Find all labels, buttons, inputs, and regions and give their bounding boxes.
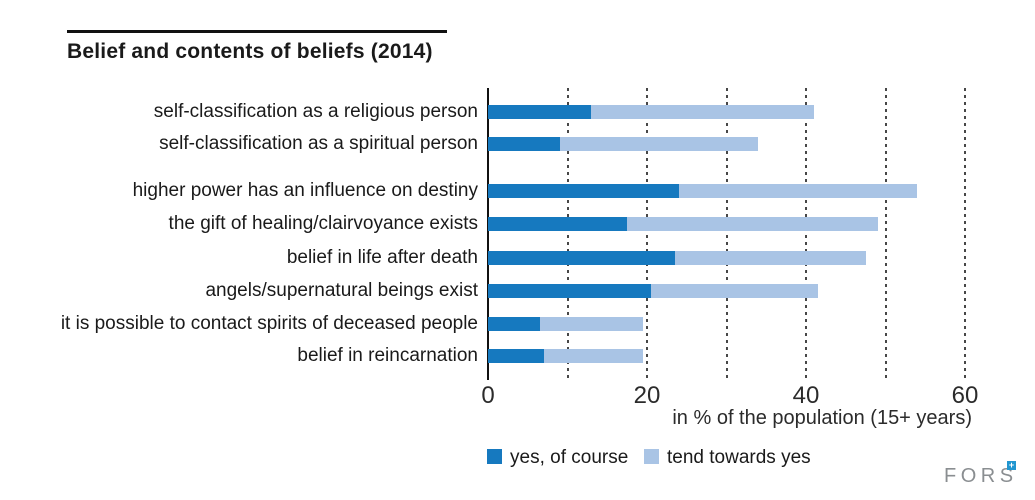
bar-segment-yes <box>488 349 544 363</box>
gridline-50 <box>884 88 887 380</box>
page-title: Belief and contents of beliefs (2014) <box>67 40 433 63</box>
category-label: belief in reincarnation <box>297 345 478 366</box>
category-label: it is possible to contact spirits of dec… <box>60 313 478 334</box>
gridline-10 <box>566 88 569 380</box>
gridline-40 <box>805 88 807 380</box>
category-label: belief in life after death <box>286 246 478 268</box>
x-axis-title: in % of the population (15+ years) <box>672 407 972 429</box>
category-label: the gift of healing/clairvoyance exists <box>168 213 478 234</box>
bar-segment-tend <box>539 317 644 331</box>
fors-logo: FORS <box>944 465 1018 487</box>
y-axis-line <box>487 88 489 380</box>
x-tick-label: 20 <box>633 382 661 409</box>
bar-segment-tend <box>543 349 644 363</box>
gridline-20 <box>646 88 648 380</box>
category-label: self-classification as a religious perso… <box>153 101 478 122</box>
bar-segment-tend <box>559 137 759 151</box>
bar-segment-yes <box>488 184 679 198</box>
x-tick-label: 40 <box>792 382 820 409</box>
bar-segment-tend <box>627 217 878 231</box>
gridline-60 <box>964 88 966 380</box>
bar-segment-yes <box>488 250 675 265</box>
legend-swatch-yes <box>487 449 502 464</box>
bar-segment-tend <box>591 105 814 119</box>
legend-swatch-tend <box>644 449 659 464</box>
legend-label-tend: tend towards yes <box>667 447 811 468</box>
bar-segment-yes <box>488 217 628 231</box>
category-label: angels/supernatural beings exist <box>205 279 478 301</box>
bar-segment-yes <box>488 317 540 331</box>
bar-segment-tend <box>678 184 918 198</box>
bar-segment-yes <box>488 283 651 298</box>
bar-segment-yes <box>488 137 560 151</box>
x-tick-label: 0 <box>481 382 495 409</box>
bar-segment-tend <box>674 250 866 265</box>
legend-label-yes: yes, of course <box>510 447 629 468</box>
x-tick-label: 60 <box>951 382 979 409</box>
bar-segment-yes <box>488 105 592 119</box>
bar-segment-tend <box>650 283 818 298</box>
category-label: higher power has an influence on destiny <box>132 180 478 201</box>
fors-logo-mark-icon: + <box>1007 460 1016 470</box>
title-rule <box>67 30 447 33</box>
category-label: self-classification as a spiritual perso… <box>159 133 478 154</box>
gridline-30 <box>725 88 728 380</box>
